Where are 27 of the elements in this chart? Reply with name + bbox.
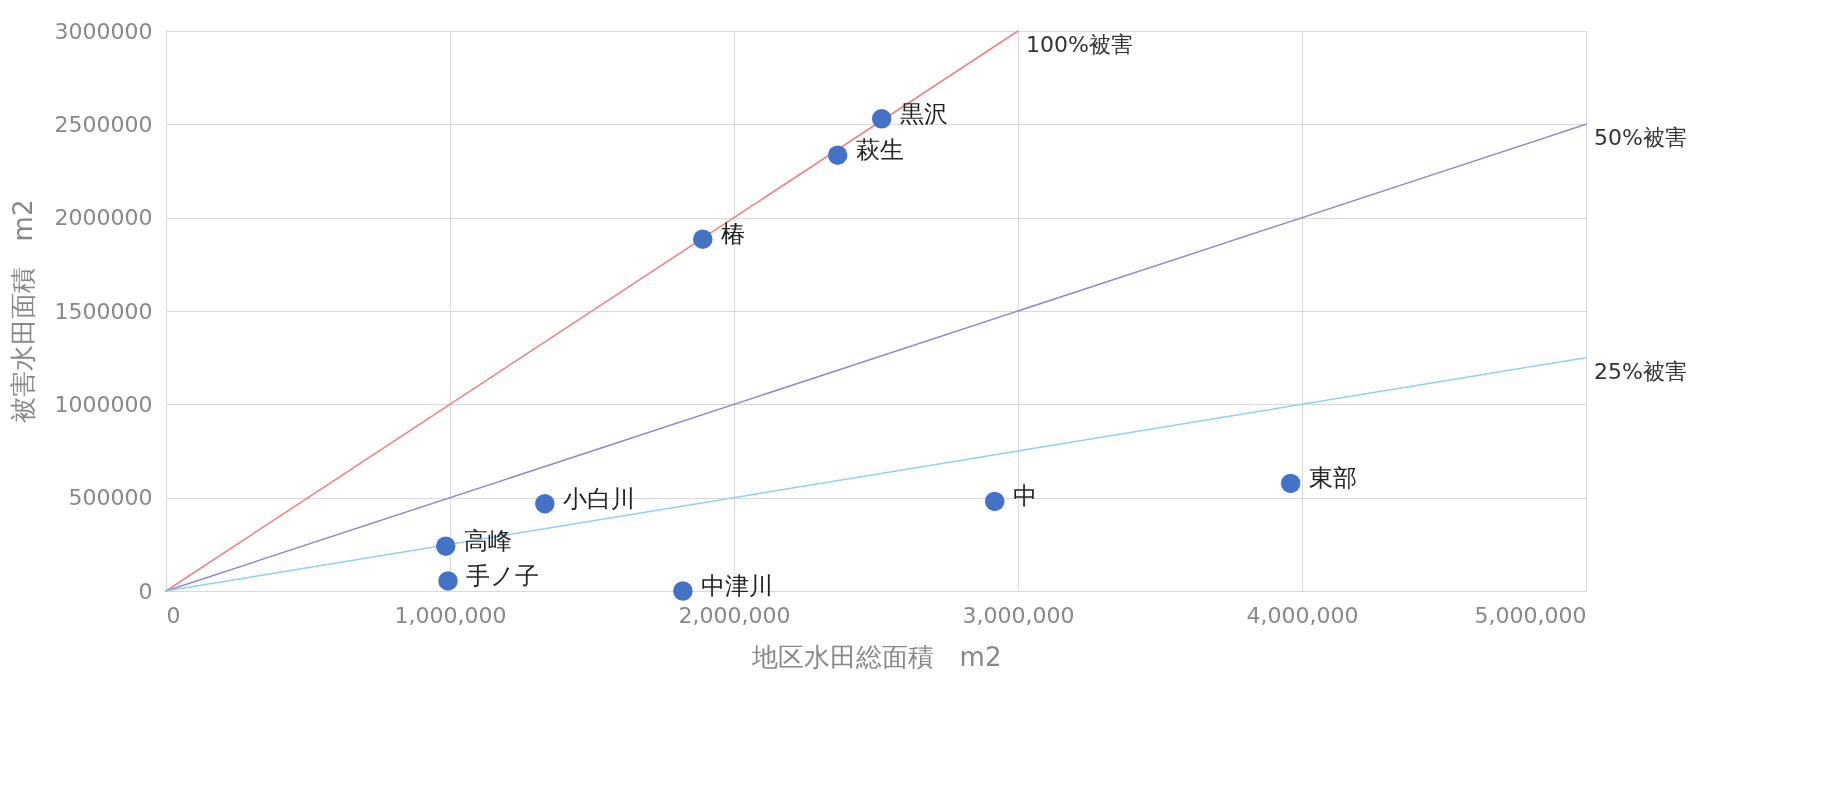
annotation: 黒沢 (899, 99, 948, 128)
y-tick-label: 1500000 (54, 298, 153, 324)
y-tick-label: 500000 (68, 485, 153, 511)
series-label: 25%被害 (1594, 358, 1687, 384)
y-tick-label: 2000000 (54, 205, 153, 231)
series-label: 50%被害 (1594, 125, 1687, 151)
annotation: 手ノ子 (466, 561, 540, 590)
y-tick-label: 1000000 (54, 391, 153, 417)
annotation: 高峰 (463, 527, 512, 556)
annotation: 東部 (1308, 464, 1357, 493)
x-tick-label: 0 (166, 602, 181, 628)
y-tick-label: 2500000 (54, 111, 153, 137)
x-tick-label: 1,000,000 (394, 602, 507, 628)
x-tick-label: 2,000,000 (678, 602, 791, 628)
annotation: 中津川 (700, 572, 773, 600)
y-tick-label: 0 (138, 578, 153, 604)
annotation: 中 (1012, 482, 1037, 511)
x-tick-label: 5,000,000 (1474, 602, 1587, 628)
annotation: 椿 (720, 220, 745, 249)
y-axis-title: 被害水田面積 m2 (7, 199, 38, 424)
series-label: 100%被害 (1026, 32, 1133, 57)
y-tick-label: 3000000 (54, 18, 153, 44)
x-tick-label: 3,000,000 (962, 602, 1075, 628)
annotation: 萩生 (855, 136, 904, 165)
x-axis-title: 地区水田総面積 m2 (750, 641, 1002, 672)
annotation: 小白川 (562, 484, 635, 513)
x-tick-label: 4,000,000 (1246, 602, 1359, 628)
